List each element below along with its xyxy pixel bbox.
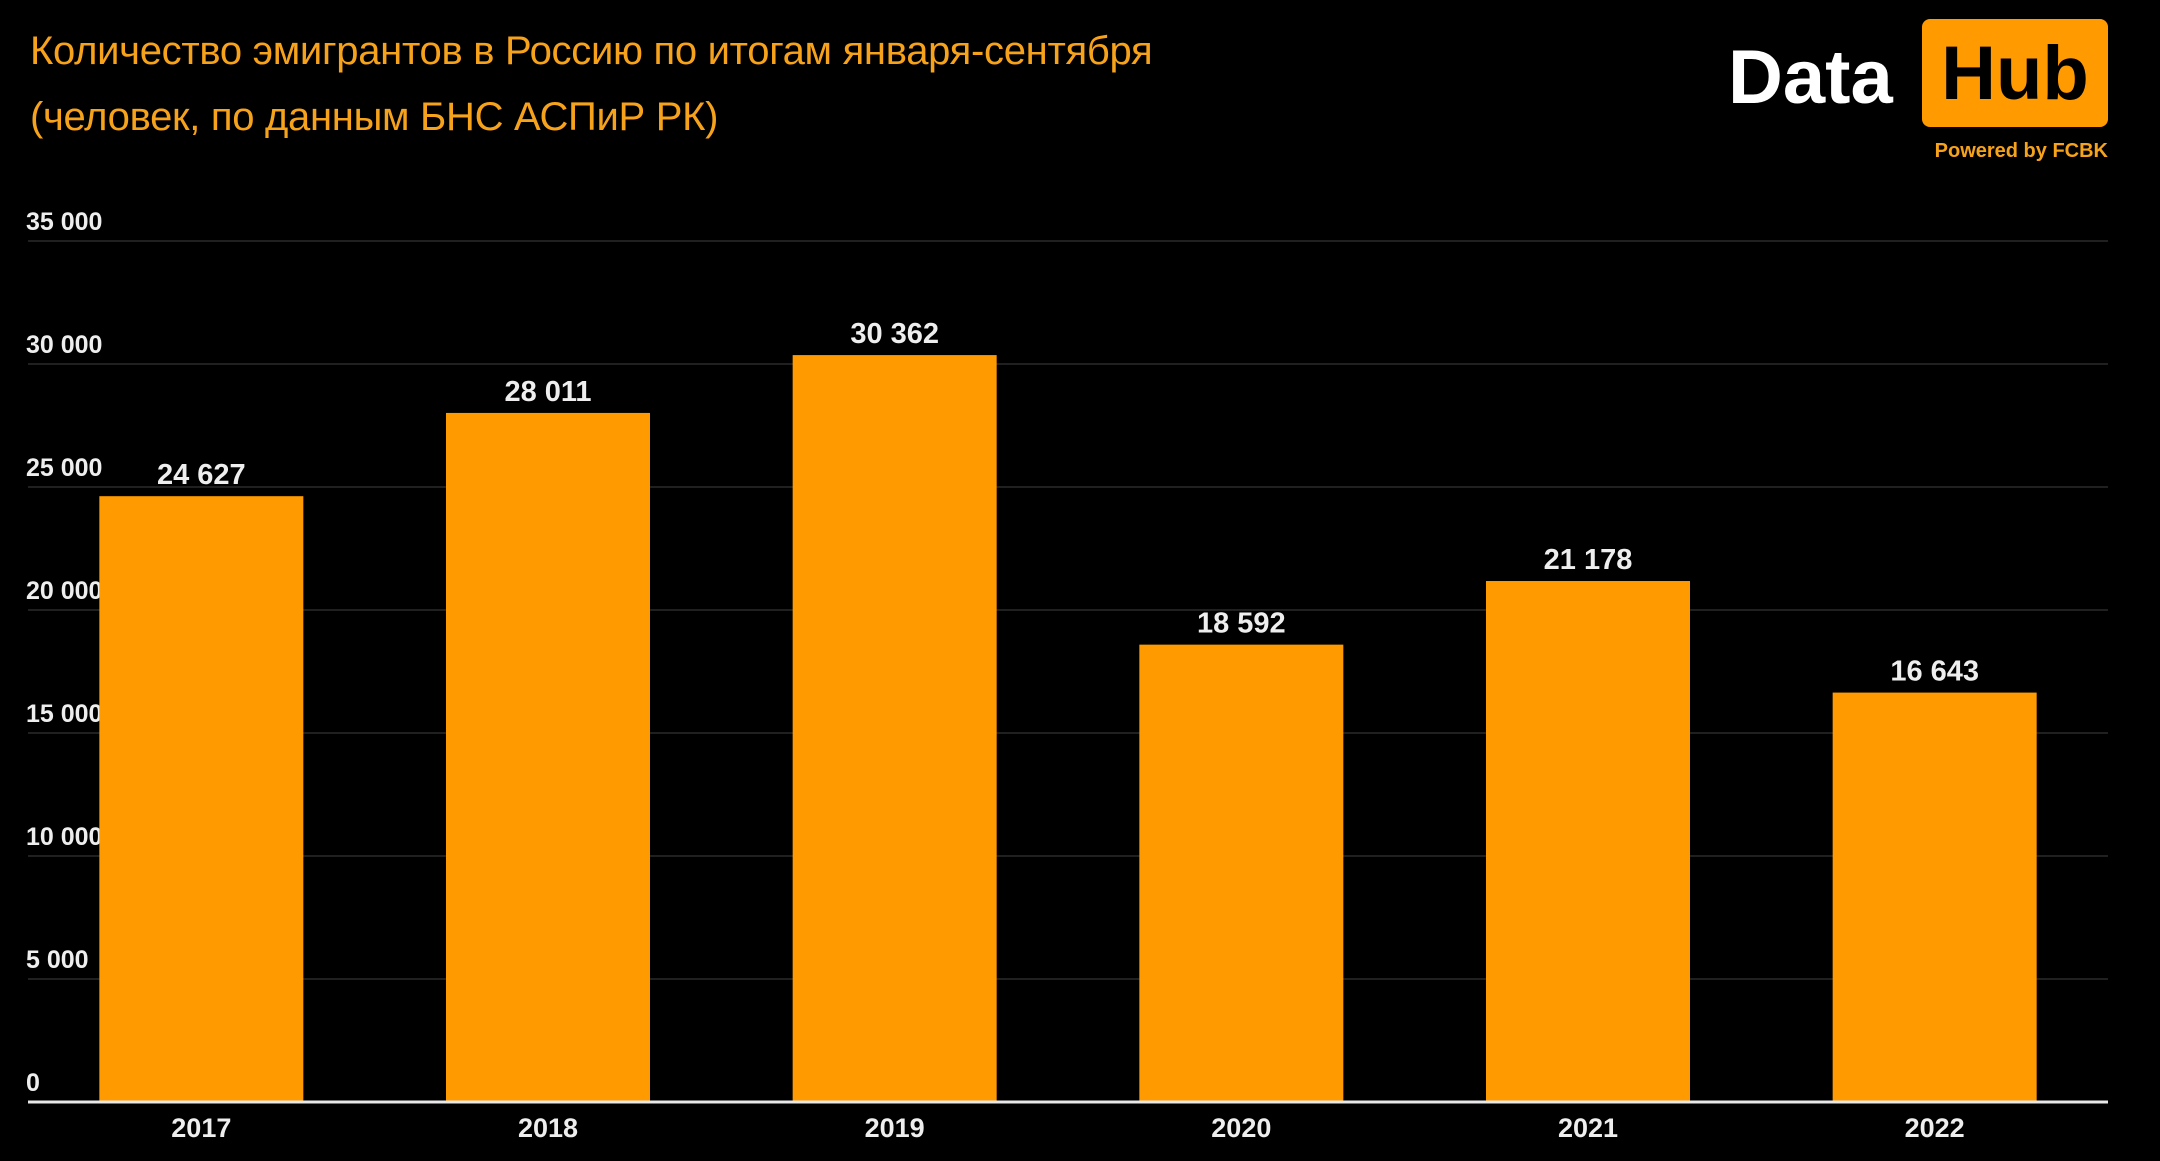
datahub-logo: Data Hub Powered by FCBK <box>1725 19 2110 169</box>
bar-2022 <box>1832 692 2037 1102</box>
logo-hub-box: Hub <box>1922 19 2108 127</box>
x-tick-label: 2022 <box>1905 1113 1965 1143</box>
data-label: 18 592 <box>1197 608 1286 640</box>
x-tick-label: 2018 <box>518 1113 578 1143</box>
bar-2021 <box>1486 581 1690 1102</box>
x-tick-label: 2017 <box>171 1113 231 1143</box>
y-tick-label: 25 000 <box>26 454 102 482</box>
x-tick-label: 2020 <box>1211 1113 1271 1143</box>
y-tick-label: 15 000 <box>26 700 102 728</box>
x-tick-label: 2021 <box>1558 1113 1618 1143</box>
bar-2017 <box>99 496 304 1103</box>
bar-2018 <box>446 412 650 1102</box>
title-line-1: Количество эмигрантов в Россию по итогам… <box>30 29 1153 73</box>
y-tick-label: 5 000 <box>26 946 89 974</box>
y-tick-label: 0 <box>26 1069 40 1097</box>
y-tick-label: 10 000 <box>26 823 102 851</box>
y-tick-label: 30 000 <box>26 331 102 359</box>
bar-2020 <box>1139 644 1344 1102</box>
logo-word-data: Data <box>1728 35 1893 120</box>
y-tick-label: 35 000 <box>26 208 102 236</box>
data-label: 24 627 <box>157 459 246 491</box>
bar-2019 <box>792 355 997 1102</box>
logo-word-hub: Hub <box>1941 31 2089 116</box>
data-label: 16 643 <box>1890 656 1979 688</box>
y-tick-label: 20 000 <box>26 577 102 605</box>
x-tick-label: 2019 <box>865 1113 925 1143</box>
data-label: 21 178 <box>1544 544 1633 576</box>
title-line-2: (человек, по данным БНС АСПиР РК) <box>30 95 719 139</box>
data-label: 30 362 <box>850 318 939 350</box>
data-label: 28 011 <box>504 376 591 408</box>
chart-title: Количество эмигрантов в Россию по итогам… <box>30 18 1153 150</box>
logo-tagline: Powered by FCBK <box>1934 140 2108 162</box>
